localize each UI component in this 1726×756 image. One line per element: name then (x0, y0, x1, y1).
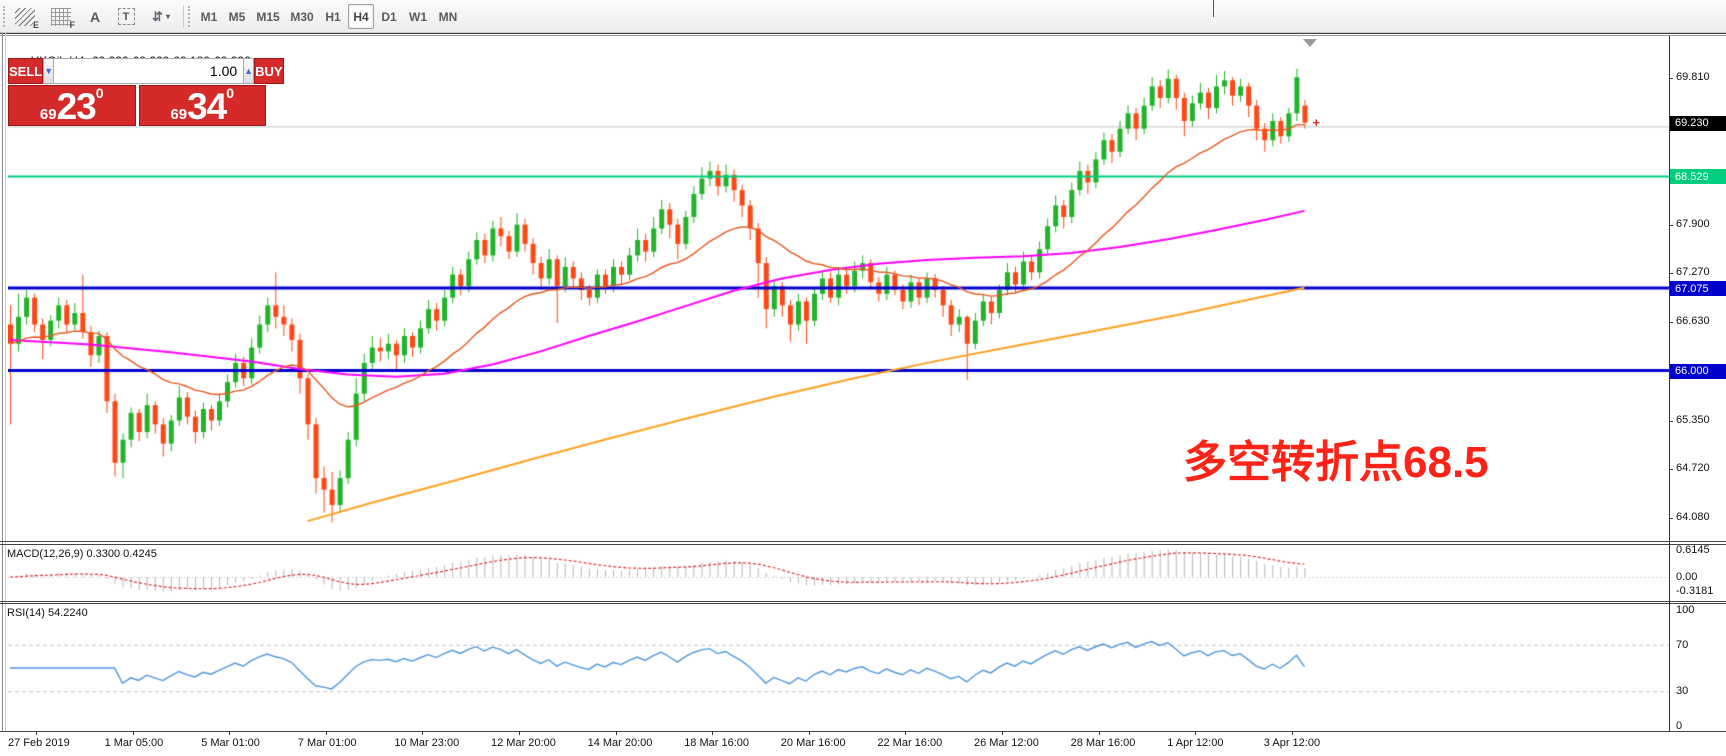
time-axis-label: 27 Feb 2019 (8, 731, 70, 749)
spinner-down-icon: ▼ (44, 66, 54, 76)
text-label-icon: A (89, 8, 101, 25)
price-tick-label: 67.900 (1669, 217, 1710, 230)
hatch-pattern-icon: E (15, 7, 39, 30)
price-badge-67.075: 67.075 (1670, 281, 1726, 297)
price-chart-canvas[interactable] (8, 37, 1669, 541)
timeframe-button-M5[interactable]: M5 (228, 9, 246, 24)
chart-frame-left2 (5, 33, 6, 732)
buy-price-prefix: 69 (170, 106, 188, 123)
grid-icon: F (51, 7, 75, 30)
timeframe-button-H4[interactable]: H4 (348, 4, 374, 29)
time-axis-label: 18 Mar 16:00 (684, 731, 750, 749)
chevron-down-icon: ▾ (165, 12, 170, 21)
time-axis-label: 7 Mar 01:00 (297, 731, 357, 749)
macd-tick-label: -0.3181 (1676, 585, 1714, 598)
price-badge-69.230: 69.230 (1670, 115, 1726, 131)
spinner-up-icon: ▲ (244, 66, 254, 76)
chinese-annotation-text: 多空转折点68.5 (1183, 438, 1489, 487)
price-tick-label: 66.630 (1669, 315, 1710, 328)
timeframe-button-MN[interactable]: MN (438, 9, 458, 24)
price-tick-label: 69.810 (1669, 71, 1710, 83)
text-box-icon: T (117, 8, 135, 25)
price-tick-label: 65.350 (1669, 413, 1710, 426)
time-axis-label: 14 Mar 20:00 (587, 731, 653, 749)
buy-button[interactable]: BUY (254, 58, 284, 84)
time-axis-label: 22 Mar 16:00 (877, 731, 943, 749)
text-box-tool-button[interactable]: T (112, 4, 140, 29)
time-axis-label: 10 Mar 23:00 (394, 731, 460, 749)
sell-price-big: 23 (56, 86, 97, 127)
toolbar-separator (183, 5, 184, 28)
time-axis-label: 20 Mar 16:00 (780, 731, 846, 749)
timeframe-button-H1[interactable]: H1 (325, 9, 341, 24)
rsi-tick-label: 70 (1676, 638, 1689, 651)
arrow-tools-button[interactable]: ⇵ ▾ (144, 4, 178, 29)
price-axis-line (1669, 36, 1670, 731)
rsi-label: RSI(14) 54.2240 (7, 607, 88, 619)
chart-frame-top2 (0, 35, 1726, 36)
top-toolbar: E F A T ⇵ ▾ M1 M5 M15 M30 H1 H4 D1 W1 MN (0, 0, 1726, 33)
window-splitter[interactable] (1213, 0, 1214, 17)
price-badge-66.000: 66.000 (1670, 363, 1726, 379)
sell-price-box[interactable]: 69 23 0 (8, 85, 136, 126)
buy-price-box[interactable]: 69 34 0 (138, 85, 266, 127)
time-axis-line (0, 731, 1726, 732)
rsi-tick-label: 0 (1676, 720, 1683, 732)
macd-separator-top[interactable] (0, 541, 1726, 542)
chart-frame-left (2, 33, 3, 732)
sell-button[interactable]: SELL (8, 58, 44, 84)
rsi-tick-label: 100 (1676, 604, 1695, 616)
volume-input[interactable] (54, 58, 244, 84)
price-tick-label: 64.080 (1669, 511, 1710, 524)
time-axis-label: 28 Mar 16:00 (1070, 731, 1136, 749)
time-axis-label: 26 Mar 12:00 (974, 731, 1039, 749)
timeframe-button-M30[interactable]: M30 (290, 9, 314, 24)
rsi-separator-top[interactable] (0, 601, 1726, 602)
timeframe-button-M15[interactable]: M15 (256, 9, 280, 24)
timeframe-toolbar-grip[interactable] (188, 6, 191, 27)
price-tick-label: 67.270 (1669, 266, 1710, 279)
volume-increase-button[interactable]: ▲ (243, 58, 255, 84)
grid-tool-button[interactable]: F (46, 4, 76, 30)
buy-price-sup: 0 (226, 85, 235, 101)
time-axis-label: 1 Apr 12:00 (1167, 731, 1224, 749)
buy-price-big: 34 (187, 86, 227, 127)
price-tick-label: 64.720 (1669, 461, 1710, 474)
last-price-cross-marker: + (1312, 114, 1321, 130)
timeframe-button-D1[interactable]: D1 (381, 9, 397, 24)
sell-price-sup: 0 (95, 85, 104, 101)
pattern-tool-letter: E (32, 19, 39, 30)
macd-label: MACD(12,26,9) 0.3300 0.4245 (7, 548, 157, 560)
sell-price-prefix: 69 (39, 106, 57, 123)
macd-separator-bottom[interactable] (0, 544, 1726, 545)
text-label-tool-button[interactable]: A (82, 4, 108, 29)
time-axis-label: 5 Mar 01:00 (201, 731, 260, 749)
rsi-indicator-canvas[interactable] (8, 605, 1669, 731)
macd-tick-label: 0.00 (1676, 571, 1698, 583)
timeframe-button-M1[interactable]: M1 (200, 9, 218, 24)
time-axis-label: 3 Apr 12:00 (1263, 731, 1321, 749)
chart-frame-top (0, 33, 1726, 34)
time-axis-label: 12 Mar 20:00 (491, 731, 556, 749)
arrows-icon: ⇵ (152, 8, 163, 24)
chart-shift-triangle-icon[interactable] (1303, 39, 1317, 47)
rsi-separator-bottom[interactable] (0, 603, 1726, 604)
time-axis-label: 1 Mar 05:00 (104, 731, 164, 749)
macd-tick-label: 0.6145 (1676, 543, 1710, 556)
macd-indicator-canvas[interactable] (8, 546, 1669, 601)
toolbar-grip[interactable] (3, 6, 6, 27)
grid-tool-letter: F (69, 19, 75, 30)
pattern-tool-button[interactable]: E (10, 4, 40, 30)
volume-decrease-button[interactable]: ▼ (43, 58, 55, 84)
price-badge-68.529: 68.529 (1670, 169, 1726, 185)
timeframe-button-W1[interactable]: W1 (409, 9, 427, 24)
rsi-tick-label: 30 (1676, 685, 1689, 698)
